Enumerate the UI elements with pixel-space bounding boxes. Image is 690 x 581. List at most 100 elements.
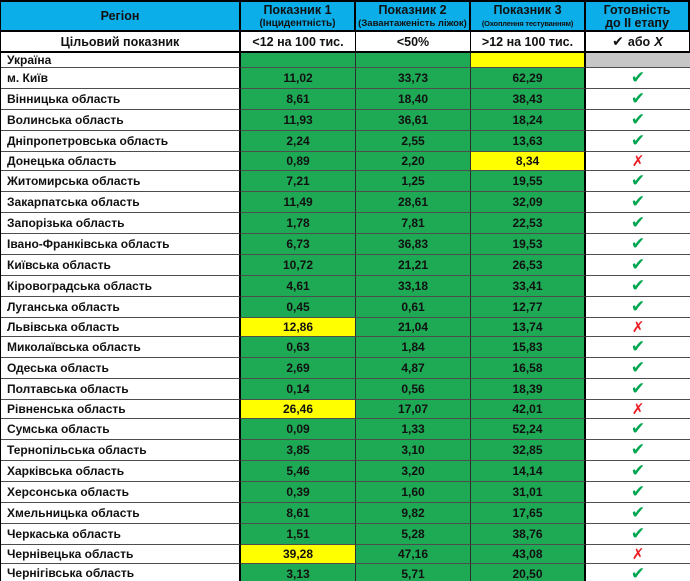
cross-icon: ✗ bbox=[586, 152, 690, 171]
table-row: Чернівецька область 39,28 47,16 43,08 ✗ bbox=[1, 545, 690, 564]
target-indicator-1: <12 на 100 тис. bbox=[241, 32, 356, 53]
indicator-2-cell: 1,60 bbox=[356, 482, 471, 503]
indicator-3-cell: 43,08 bbox=[471, 545, 586, 564]
indicator-2-cell: 2,20 bbox=[356, 152, 471, 171]
indicator-2-cell: 9,82 bbox=[356, 503, 471, 524]
region-name-cell: Івано-Франківська область bbox=[1, 234, 241, 255]
indicator-1-cell bbox=[241, 53, 356, 68]
indicator-3-cell: 13,74 bbox=[471, 318, 586, 337]
check-icon: ✔ bbox=[586, 213, 690, 234]
indicator-3-cell: 38,43 bbox=[471, 89, 586, 110]
region-name-cell: Рівненська область bbox=[1, 400, 241, 419]
column-header-label: Регіон bbox=[100, 9, 140, 23]
indicator-2-cell: 33,18 bbox=[356, 276, 471, 297]
indicator-2-cell: 33,73 bbox=[356, 68, 471, 89]
indicator-3-cell: 32,85 bbox=[471, 440, 586, 461]
indicator-3-cell: 20,50 bbox=[471, 564, 586, 581]
indicator-3-cell: 12,77 bbox=[471, 297, 586, 318]
region-name-cell: Львівська область bbox=[1, 318, 241, 337]
indicator-1-cell: 0,39 bbox=[241, 482, 356, 503]
check-icon: ✔ bbox=[586, 524, 690, 545]
indicator-3-cell: 38,76 bbox=[471, 524, 586, 545]
check-icon: ✔ bbox=[586, 564, 690, 581]
check-icon: ✔ bbox=[586, 461, 690, 482]
table-row: Київська область 10,72 21,21 26,53 ✔ bbox=[1, 255, 690, 276]
target-readiness-legend: ✔ або Х bbox=[586, 32, 690, 53]
indicator-1-cell: 10,72 bbox=[241, 255, 356, 276]
target-indicator-row: Цільовий показник <12 на 100 тис. <50% >… bbox=[1, 32, 690, 53]
cross-icon: Х bbox=[654, 34, 663, 49]
indicator-3-cell bbox=[471, 53, 586, 68]
region-name-cell: Запорізька область bbox=[1, 213, 241, 234]
indicator-3-cell: 26,53 bbox=[471, 255, 586, 276]
table-row: м. Київ 11,02 33,73 62,29 ✔ bbox=[1, 68, 690, 89]
indicator-1-cell: 8,61 bbox=[241, 503, 356, 524]
indicator-3-cell: 18,24 bbox=[471, 110, 586, 131]
column-header-region: Регіон bbox=[1, 2, 241, 32]
region-name-cell: Харківська область bbox=[1, 461, 241, 482]
region-name-cell: Волинська область bbox=[1, 110, 241, 131]
table-row: Полтавська область 0,14 0,56 18,39 ✔ bbox=[1, 379, 690, 400]
table-row: Одеська область 2,69 4,87 16,58 ✔ bbox=[1, 358, 690, 379]
column-header-sublabel: (Завантаженість ліжок) bbox=[358, 17, 467, 29]
indicator-2-cell: 18,40 bbox=[356, 89, 471, 110]
table-row: Волинська область 11,93 36,61 18,24 ✔ bbox=[1, 110, 690, 131]
column-header-sublabel: до ІІ етапу bbox=[605, 15, 669, 30]
check-icon: ✔ bbox=[586, 503, 690, 524]
indicator-1-cell: 11,49 bbox=[241, 192, 356, 213]
table-row: Дніпропетровська область 2,24 2,55 13,63… bbox=[1, 131, 690, 152]
indicator-3-cell: 17,65 bbox=[471, 503, 586, 524]
table-row: Запорізька область 1,78 7,81 22,53 ✔ bbox=[1, 213, 690, 234]
cross-icon: ✗ bbox=[586, 400, 690, 419]
region-name-cell: Херсонська область bbox=[1, 482, 241, 503]
indicator-2-cell: 0,61 bbox=[356, 297, 471, 318]
check-icon: ✔ bbox=[586, 131, 690, 152]
indicator-2-cell: 1,84 bbox=[356, 337, 471, 358]
indicator-2-cell: 5,28 bbox=[356, 524, 471, 545]
indicator-3-cell: 32,09 bbox=[471, 192, 586, 213]
region-name-cell: Дніпропетровська область bbox=[1, 131, 241, 152]
indicator-3-cell: 16,58 bbox=[471, 358, 586, 379]
table-row: Львівська область 12,86 21,04 13,74 ✗ bbox=[1, 318, 690, 337]
region-name-cell: Хмельницька область bbox=[1, 503, 241, 524]
indicator-1-cell: 0,14 bbox=[241, 379, 356, 400]
indicator-1-cell: 1,78 bbox=[241, 213, 356, 234]
indicator-1-cell: 7,21 bbox=[241, 171, 356, 192]
table-row: Рівненська область 26,46 17,07 42,01 ✗ bbox=[1, 400, 690, 419]
table-body: Україна м. Київ 11,02 33,73 62,29 ✔ Вінн… bbox=[1, 53, 690, 581]
table-row: Житомирська область 7,21 1,25 19,55 ✔ bbox=[1, 171, 690, 192]
region-name-cell: Миколаївська область bbox=[1, 337, 241, 358]
table-row: Донецька область 0,89 2,20 8,34 ✗ bbox=[1, 152, 690, 171]
column-header-label: Готовність bbox=[603, 2, 671, 17]
table-row: Івано-Франківська область 6,73 36,83 19,… bbox=[1, 234, 690, 255]
region-name-cell: Одеська область bbox=[1, 358, 241, 379]
region-name-cell: Кіровоградська область bbox=[1, 276, 241, 297]
indicator-1-cell: 3,85 bbox=[241, 440, 356, 461]
cross-icon: ✗ bbox=[586, 318, 690, 337]
indicator-2-cell bbox=[356, 53, 471, 68]
column-header-readiness: Готовність до ІІ етапу bbox=[586, 2, 690, 32]
indicator-3-cell: 22,53 bbox=[471, 213, 586, 234]
region-name-cell: м. Київ bbox=[1, 68, 241, 89]
indicator-3-cell: 31,01 bbox=[471, 482, 586, 503]
column-header-indicator-1: Показник 1 (Інцидентність) bbox=[241, 2, 356, 32]
indicator-2-cell: 5,71 bbox=[356, 564, 471, 581]
region-name-cell: Луганська область bbox=[1, 297, 241, 318]
indicator-1-cell: 0,09 bbox=[241, 419, 356, 440]
region-name-cell: Чернівецька область bbox=[1, 545, 241, 564]
check-icon: ✔ bbox=[586, 419, 690, 440]
indicator-1-cell: 0,45 bbox=[241, 297, 356, 318]
indicator-2-cell: 0,56 bbox=[356, 379, 471, 400]
indicator-2-cell: 36,83 bbox=[356, 234, 471, 255]
region-name-cell: Вінницька область bbox=[1, 89, 241, 110]
indicator-1-cell: 0,89 bbox=[241, 152, 356, 171]
region-name-cell: Черкаська область bbox=[1, 524, 241, 545]
indicator-1-cell: 8,61 bbox=[241, 89, 356, 110]
table-row: Закарпатська область 11,49 28,61 32,09 ✔ bbox=[1, 192, 690, 213]
check-icon: ✔ bbox=[586, 234, 690, 255]
table-row: Харківська область 5,46 3,20 14,14 ✔ bbox=[1, 461, 690, 482]
check-icon: ✔ bbox=[612, 33, 624, 49]
check-icon: ✔ bbox=[586, 192, 690, 213]
indicator-3-cell: 52,24 bbox=[471, 419, 586, 440]
